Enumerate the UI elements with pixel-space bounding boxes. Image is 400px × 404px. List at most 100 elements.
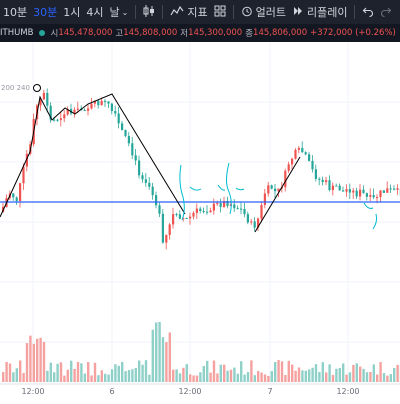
candle-body [97, 101, 99, 105]
volume-bar [220, 365, 222, 382]
volume-bar [288, 361, 290, 382]
candle-body [128, 136, 130, 143]
candle-body [247, 214, 249, 222]
volume-bar [124, 371, 126, 382]
interval-4h[interactable]: 4시 [83, 0, 106, 24]
volume-bar [209, 373, 211, 382]
candle-body [376, 197, 378, 198]
volume-bar [97, 375, 99, 382]
candle-body [274, 189, 276, 191]
interval-day-label: 날 [110, 4, 120, 20]
candle-body [288, 164, 290, 170]
volume-bar [267, 376, 269, 382]
volume-bar [315, 364, 317, 382]
volume-bar [345, 375, 347, 382]
volume-bar [121, 362, 123, 382]
volume-bar [226, 371, 228, 382]
candle-body [315, 169, 317, 179]
candle-body [339, 186, 341, 191]
symbol-name[interactable]: ITHUMB [0, 28, 33, 38]
volume-bar [223, 365, 225, 382]
replay-button[interactable]: 리플레이 [289, 0, 350, 24]
candle-body [301, 148, 303, 152]
chart-type-button[interactable] [140, 0, 158, 24]
candle-body [152, 187, 154, 195]
volume-bar [158, 322, 160, 382]
volume-bar [356, 363, 358, 382]
candle-body [362, 190, 364, 193]
candle-body [131, 143, 133, 155]
volume-bar [165, 342, 167, 382]
candle-body [250, 221, 252, 222]
interval-30m-label: 30분 [33, 4, 57, 20]
candle-body [294, 150, 296, 159]
time-tick-3: 7 [267, 387, 272, 396]
candle-body [118, 113, 120, 123]
candle-body [352, 191, 354, 193]
volume-bar [138, 361, 140, 382]
indicators-button[interactable]: 지표 [167, 0, 210, 24]
volume-bar [60, 362, 62, 382]
candle-body [396, 188, 398, 190]
trend-line-drawing-2[interactable] [255, 157, 300, 232]
volume-bar [257, 371, 259, 382]
open-label: 시 [50, 27, 58, 39]
volume-bar [373, 364, 375, 382]
candle-body [196, 209, 198, 213]
interval-10m[interactable]: 10분 [0, 0, 30, 24]
candle-body [379, 190, 381, 197]
redo-button[interactable] [377, 0, 395, 24]
volume-bar [46, 371, 48, 382]
hand-mark-5 [364, 203, 377, 229]
volume-bar [294, 371, 296, 382]
drawing-anchor[interactable] [34, 85, 41, 92]
volume-bar [233, 368, 235, 382]
candle-body [107, 101, 109, 103]
hand-mark-4 [218, 185, 244, 190]
interval-day[interactable]: 날⌄ [107, 0, 132, 24]
candle-body [124, 130, 126, 136]
alert-button[interactable]: 얼러트 [238, 0, 289, 24]
volume-bar [318, 372, 320, 382]
volume-bar [192, 375, 194, 382]
hand-mark-1 [180, 165, 184, 220]
candle-body [111, 104, 113, 111]
volume-bar [5, 362, 7, 382]
interval-1h-label: 1시 [63, 4, 80, 20]
interval-1h[interactable]: 1시 [60, 0, 83, 24]
candle-body [162, 214, 164, 243]
candle-body [145, 179, 147, 182]
candle-body [121, 123, 123, 130]
candle-body [19, 183, 21, 201]
candle-body [264, 194, 266, 205]
volume-bar [73, 369, 75, 382]
volume-bar [87, 362, 89, 382]
volume-bar [213, 361, 215, 382]
chart-pane[interactable]: 12:00 6 12:00 7 12:00 [0, 42, 400, 400]
candle-body [345, 189, 347, 191]
interval-10m-label: 10분 [3, 4, 27, 20]
candle-body [390, 188, 392, 189]
candle-body [114, 111, 116, 113]
volume-bar [342, 363, 344, 382]
candle-body [298, 148, 300, 150]
volume-bar [379, 362, 381, 382]
candle-body [203, 211, 205, 212]
volume-bar [114, 364, 116, 382]
volume-bar [186, 364, 188, 382]
chart-toolbar: 10분 30분 1시 4시 날⌄ 지표 얼러트 리플레이 [0, 0, 400, 24]
volume-bar [203, 366, 205, 382]
volume-bar [94, 363, 96, 382]
volume-bar [36, 339, 38, 382]
volume-bar [141, 365, 143, 382]
candle-body [284, 171, 286, 187]
interval-4h-label: 4시 [86, 4, 103, 20]
volume-bar [9, 363, 11, 382]
undo-button[interactable] [359, 0, 377, 24]
time-tick-1: 6 [109, 387, 114, 396]
volume-bar [240, 361, 242, 382]
volume-bar [16, 368, 18, 382]
interval-30m[interactable]: 30분 [30, 0, 60, 24]
layout-button[interactable] [211, 0, 229, 24]
alarm-clock-icon [241, 5, 253, 20]
